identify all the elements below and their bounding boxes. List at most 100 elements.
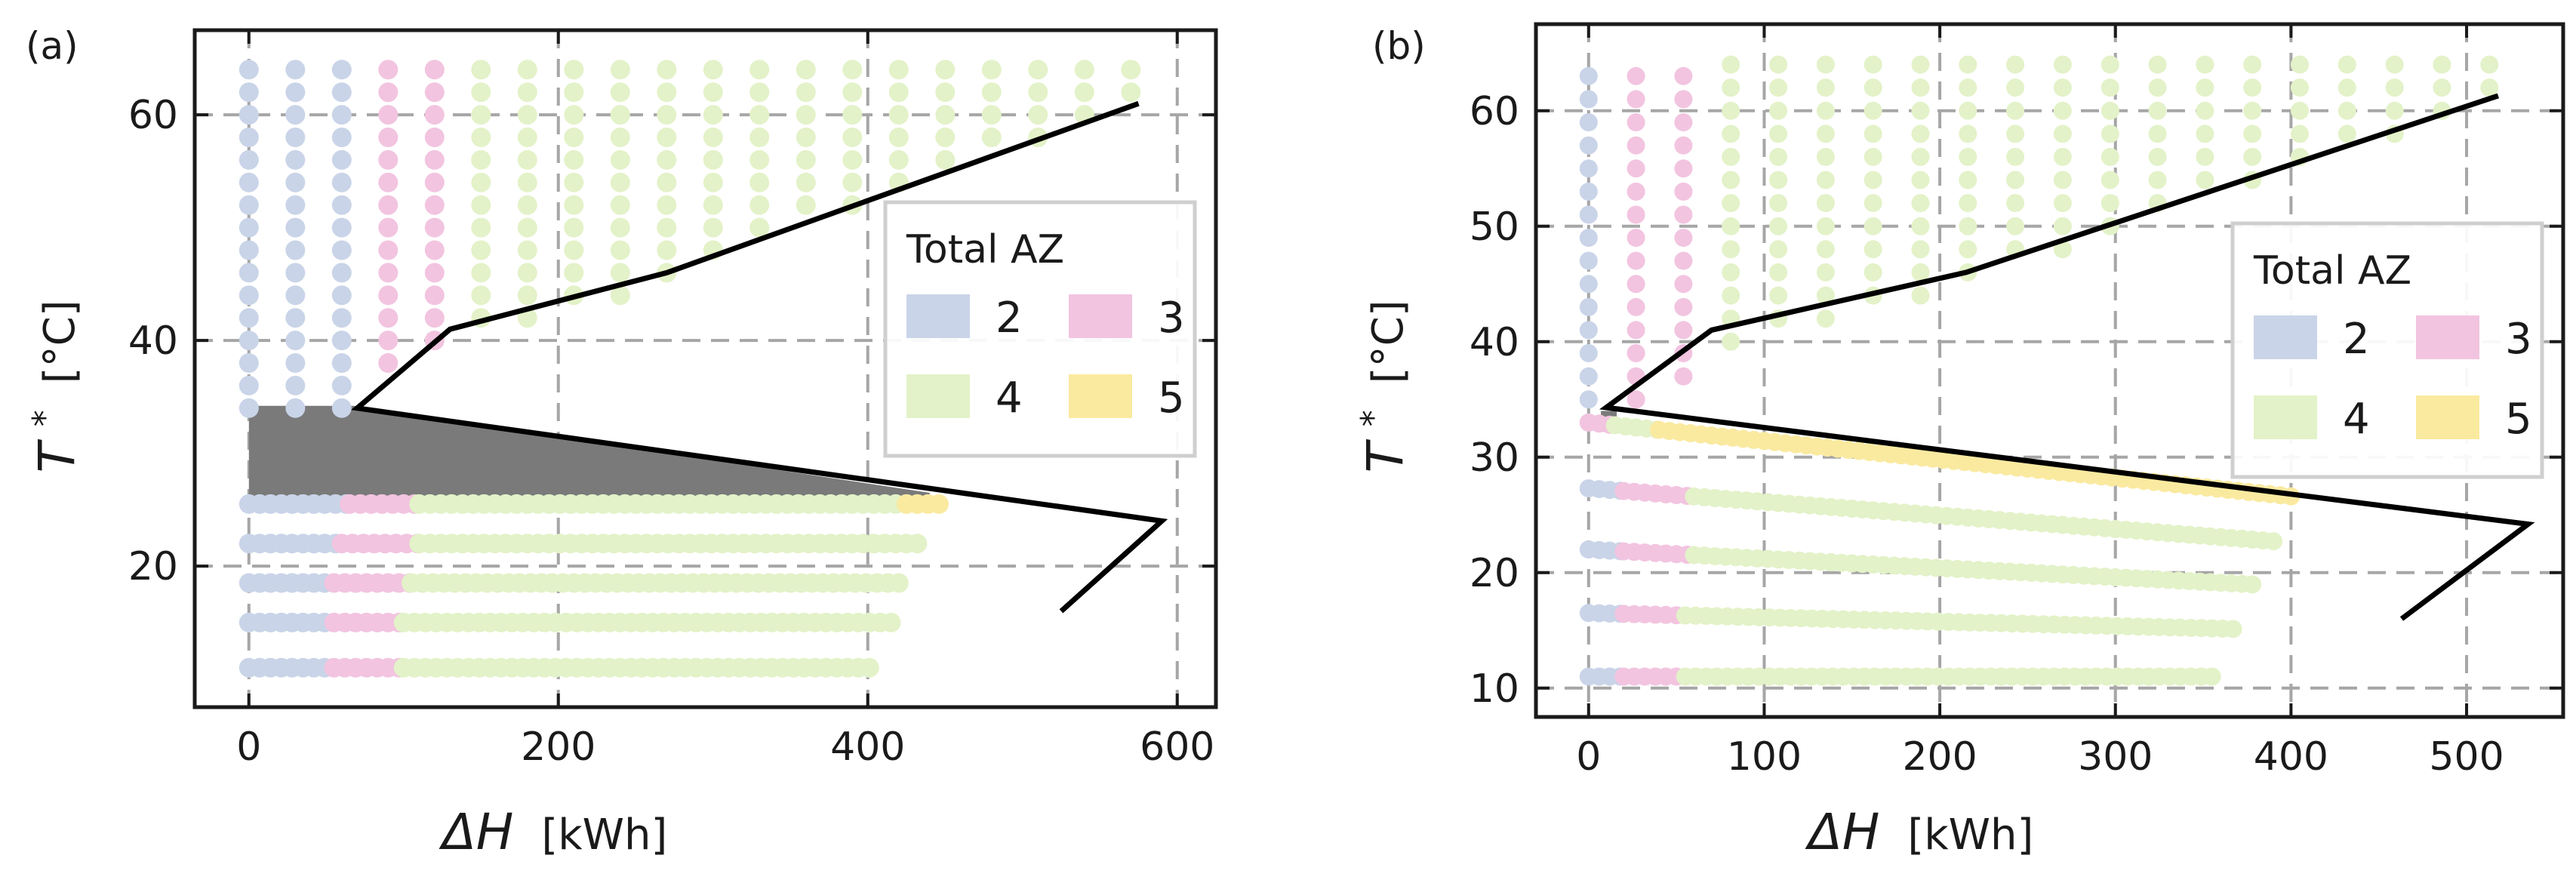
data-point [424, 128, 445, 147]
data-point [285, 217, 306, 238]
data-point [842, 128, 863, 147]
data-point [564, 217, 584, 238]
data-point [1769, 147, 1788, 166]
x-axis-label: ΔH [kWh] [439, 803, 668, 861]
data-point [239, 60, 259, 80]
data-point [239, 195, 259, 215]
legend-swatch-2 [906, 294, 970, 338]
data-point [1579, 390, 1598, 409]
data-point [471, 105, 491, 125]
legend-swatch-3 [1069, 294, 1132, 338]
data-point [1722, 240, 1740, 259]
data-point [1911, 286, 1930, 305]
data-point [517, 217, 537, 238]
data-point [331, 195, 352, 215]
data-point [239, 308, 259, 328]
data-point [239, 285, 259, 306]
legend-swatch-2 [2254, 315, 2317, 359]
data-point [1864, 125, 1882, 143]
data-point [424, 172, 445, 192]
data-point [610, 195, 630, 215]
x-tick-label: 100 [1727, 734, 1802, 780]
data-point [2006, 194, 2025, 213]
data-point [981, 60, 1002, 80]
legend-swatch-5 [2416, 395, 2479, 439]
data-point [239, 353, 259, 373]
legend-label-2: 2 [996, 294, 1023, 343]
data-point [285, 353, 306, 373]
y-axis-symbol: T [28, 439, 86, 473]
data-point [2053, 194, 2072, 213]
data-point [2053, 240, 2072, 259]
data-point [239, 375, 259, 395]
data-point [424, 195, 445, 215]
data-point [2053, 171, 2072, 189]
data-point [2053, 101, 2072, 120]
data-point [703, 217, 723, 238]
data-point [1627, 90, 1645, 109]
data-point [1864, 78, 1882, 97]
data-point [888, 128, 909, 147]
data-point [424, 240, 445, 260]
data-point [1816, 171, 1835, 189]
data-point [935, 149, 956, 170]
data-point [1722, 286, 1740, 305]
x-axis-symbol: ΔH [439, 803, 514, 861]
x-axis-symbol: ΔH [1805, 803, 1880, 861]
data-point [1674, 182, 1693, 201]
data-point [2243, 147, 2262, 166]
data-point [796, 105, 816, 125]
data-point [517, 128, 537, 147]
ticks [1536, 24, 2563, 717]
data-point [2480, 55, 2499, 74]
data-point [2337, 125, 2356, 143]
legend-label-3: 3 [1158, 294, 1185, 343]
data-point [471, 195, 491, 215]
data-point [1816, 194, 1835, 213]
data-point [285, 398, 306, 418]
x-tick-label: 600 [1140, 724, 1214, 770]
data-point [424, 60, 445, 80]
data-point [2202, 667, 2221, 686]
data-point [935, 82, 956, 103]
data-point [703, 105, 723, 125]
data-point [517, 195, 537, 215]
data-point [796, 60, 816, 80]
data-point [1674, 367, 1693, 386]
y-tick-label: 20 [128, 544, 178, 589]
data-point [424, 285, 445, 306]
x-axis-label: ΔH [kWh] [1805, 803, 2034, 861]
data-point [285, 195, 306, 215]
data-point [749, 172, 770, 192]
data-point [1028, 82, 1048, 103]
data-point [1959, 171, 1977, 189]
x-tick-label: 0 [1576, 734, 1601, 780]
legend-swatch-3 [2416, 315, 2479, 359]
data-point [1579, 159, 1598, 178]
data-point [378, 240, 399, 260]
data-point [749, 128, 770, 147]
data-point [1627, 159, 1645, 178]
data-point [1864, 217, 1882, 235]
panel-a: (a) 0 200 400 600 20 40 60 Total AZ 2 3 4 5 ΔH [kWh… [26, 24, 1218, 861]
data-point [1959, 101, 1977, 120]
data-point [239, 82, 259, 103]
data-point [881, 612, 901, 632]
plot-content [239, 60, 1168, 678]
data-point [1722, 78, 1740, 97]
data-point [1769, 101, 1788, 120]
ticks [195, 30, 1216, 707]
data-point [1769, 217, 1788, 235]
data-point [610, 240, 630, 260]
legend: Total AZ 2 3 4 5 [883, 200, 1197, 458]
data-point [1028, 105, 1048, 125]
data-point [1579, 321, 1598, 340]
data-point [2101, 101, 2119, 120]
data-point [749, 149, 770, 170]
data-point [1627, 229, 1645, 248]
data-point [1722, 125, 1740, 143]
data-point [1959, 125, 1977, 143]
data-point [796, 172, 816, 192]
data-point [888, 60, 909, 80]
data-point [1816, 263, 1835, 281]
